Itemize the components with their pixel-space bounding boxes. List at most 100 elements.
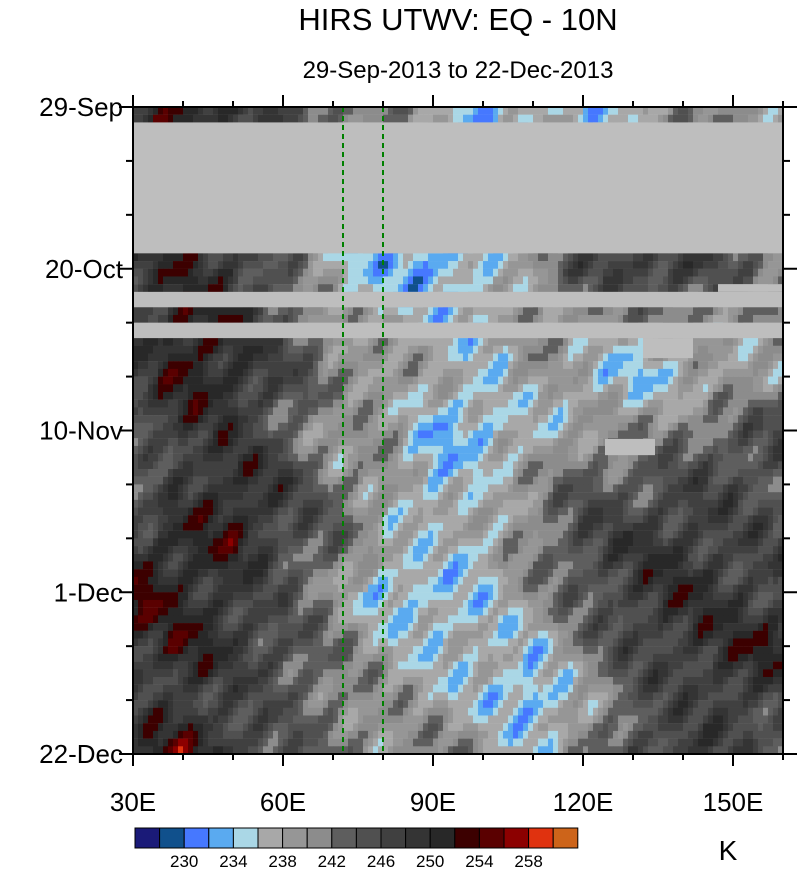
heatmap-cell — [433, 107, 439, 115]
heatmap-cell — [408, 399, 414, 408]
heatmap-cell — [138, 391, 144, 400]
heatmap-cell — [303, 384, 309, 393]
heatmap-cell — [733, 376, 739, 385]
heatmap-cell — [233, 345, 239, 354]
heatmap-cell — [388, 284, 394, 293]
heatmap-cell — [183, 338, 189, 346]
heatmap-cell — [463, 314, 469, 323]
heatmap-cell — [553, 253, 559, 262]
heatmap-cell — [568, 276, 574, 285]
heatmap-cell — [233, 361, 239, 370]
heatmap-cell — [408, 307, 414, 316]
heatmap-cell — [208, 314, 214, 323]
heatmap-cell — [743, 107, 749, 115]
heatmap-cell — [518, 338, 524, 346]
heatmap-cell — [543, 307, 549, 316]
heatmap-cell — [248, 391, 254, 400]
heatmap-cell — [193, 107, 199, 115]
heatmap-cell — [218, 376, 224, 385]
heatmap-cell — [723, 338, 729, 346]
heatmap-cell — [603, 307, 609, 316]
heatmap-cell — [148, 314, 154, 323]
heatmap-cell — [208, 261, 214, 269]
heatmap-cell — [408, 314, 414, 323]
heatmap-cell — [573, 353, 579, 362]
heatmap-cell — [563, 338, 569, 346]
heatmap-cell — [338, 253, 344, 262]
heatmap-cell — [698, 261, 704, 269]
heatmap-cell — [523, 268, 529, 277]
heatmap-cell — [613, 384, 619, 393]
heatmap-cell — [538, 253, 544, 262]
heatmap-cell — [198, 261, 204, 269]
heatmap-cell — [663, 114, 669, 123]
heatmap-cell — [303, 107, 309, 115]
heatmap-cell — [638, 307, 644, 316]
heatmap-cell — [148, 114, 154, 123]
heatmap-cell — [448, 284, 454, 293]
heatmap-cell — [763, 361, 769, 370]
heatmap-cell — [263, 307, 269, 316]
heatmap-cell — [438, 376, 444, 385]
heatmap-cell — [158, 345, 164, 354]
heatmap-cell — [598, 391, 604, 400]
heatmap-cell — [603, 338, 609, 346]
heatmap-cell — [163, 384, 169, 393]
heatmap-cell — [593, 338, 599, 346]
heatmap-cell — [538, 276, 544, 285]
heatmap-cell — [408, 368, 414, 377]
heatmap-cell — [308, 107, 314, 115]
heatmap-cell — [388, 399, 394, 408]
heatmap-cell — [438, 284, 444, 293]
heatmap-cell — [718, 338, 724, 346]
heatmap-cell — [328, 107, 334, 115]
heatmap-cell — [688, 114, 694, 123]
heatmap-cell — [143, 361, 149, 370]
heatmap-cell — [683, 391, 689, 400]
heatmap-cell — [613, 376, 619, 385]
heatmap-cell — [283, 276, 289, 285]
heatmap-cell — [703, 253, 709, 262]
heatmap-cell — [763, 345, 769, 354]
heatmap-cell — [448, 307, 454, 316]
heatmap-cell — [153, 107, 159, 115]
heatmap-cell — [448, 276, 454, 285]
heatmap-cell — [483, 276, 489, 285]
heatmap-cell — [578, 261, 584, 269]
heatmap-cell — [563, 353, 569, 362]
heatmap-cell — [353, 368, 359, 377]
heatmap-cell — [163, 353, 169, 362]
heatmap-cell — [763, 376, 769, 385]
heatmap-cell — [313, 384, 319, 393]
heatmap-cell — [188, 284, 194, 293]
heatmap-cell — [688, 384, 694, 393]
heatmap-cell — [163, 314, 169, 323]
heatmap-cell — [513, 253, 519, 262]
heatmap-cell — [138, 307, 144, 316]
heatmap-cell — [468, 261, 474, 269]
heatmap-cell — [683, 276, 689, 285]
heatmap-cell — [648, 268, 654, 277]
heatmap-cell — [493, 353, 499, 362]
heatmap-cell — [563, 268, 569, 277]
heatmap-cell — [638, 384, 644, 393]
heatmap-cell — [403, 399, 409, 408]
heatmap-cell — [688, 307, 694, 316]
heatmap-cell — [358, 376, 364, 385]
heatmap-cell — [678, 391, 684, 400]
heatmap-cell — [648, 284, 654, 293]
heatmap-cell — [398, 261, 404, 269]
heatmap-cell — [253, 384, 259, 393]
heatmap-cell — [553, 345, 559, 354]
heatmap-cell — [628, 114, 634, 123]
heatmap-cell — [418, 307, 424, 316]
heatmap-cell — [558, 376, 564, 385]
heatmap-cell — [573, 284, 579, 293]
heatmap-cell — [428, 307, 434, 316]
heatmap-cell — [483, 253, 489, 262]
heatmap-cell — [213, 314, 219, 323]
heatmap-cell — [148, 384, 154, 393]
heatmap-cell — [338, 391, 344, 400]
heatmap-cell — [183, 361, 189, 370]
heatmap-cell — [383, 268, 389, 277]
